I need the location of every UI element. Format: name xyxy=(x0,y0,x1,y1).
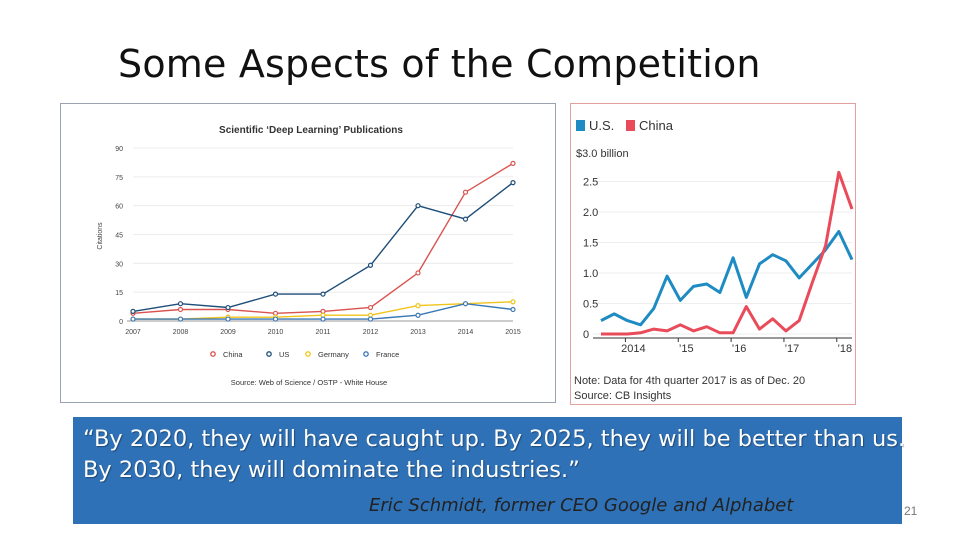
data-point-us xyxy=(225,304,231,311)
funding-y-tick: 1.0 xyxy=(583,268,598,280)
publications-x-tick: 2014 xyxy=(458,329,474,336)
publications-chart: Scientific ‘Deep Learning’ Publications … xyxy=(97,125,521,387)
page-number: 21 xyxy=(904,504,918,518)
data-point-germany xyxy=(510,299,516,305)
data-point-us xyxy=(272,291,279,297)
legend-label-us: U.S. xyxy=(589,118,614,133)
quote-attribution: Eric Schmidt, former CEO Google and Alph… xyxy=(369,495,794,516)
series-line-china xyxy=(601,170,854,336)
funding-y-tick: 2.5 xyxy=(583,177,598,189)
legend-marker-france xyxy=(363,351,369,357)
data-point-china xyxy=(510,160,516,166)
legend-marker-germany xyxy=(305,351,311,357)
data-point-france xyxy=(415,312,421,318)
funding-x-tick: ’18 xyxy=(837,343,852,355)
funding-y-tick: 0.5 xyxy=(583,299,598,311)
data-point-us xyxy=(415,203,421,209)
data-point-france xyxy=(130,316,136,322)
publications-y-tick: 45 xyxy=(115,233,123,240)
data-point-germany xyxy=(415,303,421,309)
data-point-france xyxy=(367,316,374,322)
legend-label-china: China xyxy=(223,350,243,359)
legend-swatch-us xyxy=(576,120,585,131)
data-point-china xyxy=(177,306,184,313)
publications-y-tick: 90 xyxy=(115,146,123,153)
publications-x-tick: 2007 xyxy=(125,329,141,336)
data-point-china xyxy=(462,189,469,195)
publications-y-axis-label: Citations xyxy=(97,222,104,250)
funding-y-tick: 1.5 xyxy=(583,238,598,250)
legend-label-france: France xyxy=(376,350,399,359)
funding-unit-label: $3.0 billion xyxy=(576,148,629,160)
funding-x-tick: 2014 xyxy=(621,343,645,355)
legend-label-germany: Germany xyxy=(318,350,349,359)
data-point-france xyxy=(225,316,231,322)
funding-note: Note: Data for 4th quarter 2017 is as of… xyxy=(574,375,805,387)
quote-box: “By 2020, they will have caught up. By 2… xyxy=(73,417,906,524)
quote-line-1: “By 2020, they will have caught up. By 2… xyxy=(83,426,906,452)
publications-chart-title: Scientific ‘Deep Learning’ Publications xyxy=(219,125,403,136)
funding-y-tick: 0 xyxy=(583,329,589,341)
publications-x-tick: 2009 xyxy=(220,329,236,336)
data-point-france xyxy=(272,316,279,322)
data-point-france xyxy=(320,316,326,322)
funding-chart-panel: U.S. China $3.0 billion 2.5 2.0 1.5 1.0 0.5 0… xyxy=(570,103,856,405)
publications-x-tick: 2010 xyxy=(268,329,284,336)
data-point-france xyxy=(177,316,184,322)
legend-swatch-china xyxy=(626,120,635,131)
data-point-us xyxy=(130,308,136,314)
data-point-us xyxy=(320,291,326,297)
data-point-us xyxy=(177,301,184,307)
publications-x-tick: 2015 xyxy=(505,329,521,336)
series-line-u-s xyxy=(600,230,854,327)
legend-label-us: US xyxy=(279,350,289,359)
publications-chart-panel: Scientific ‘Deep Learning’ Publications … xyxy=(60,103,556,403)
funding-chart: U.S. China $3.0 billion 2.5 2.0 1.5 1.0 0.5 0… xyxy=(574,118,854,402)
data-point-us xyxy=(462,216,469,222)
funding-y-tick: 2.0 xyxy=(583,207,598,219)
publications-source: Source: Web of Science / OSTP - White Ho… xyxy=(231,378,387,387)
publications-y-tick: 15 xyxy=(115,290,123,297)
legend-marker-us xyxy=(266,351,272,357)
publications-y-tick: 75 xyxy=(115,175,123,182)
legend-marker-china xyxy=(210,351,216,357)
publications-x-tick: 2008 xyxy=(173,329,189,336)
publications-y-tick: 30 xyxy=(115,261,123,268)
funding-x-tick: ’15 xyxy=(679,343,694,355)
funding-x-tick: ’17 xyxy=(785,343,800,355)
publications-x-tick: 2012 xyxy=(363,329,379,336)
slide-title: Some Aspects of the Competition xyxy=(118,42,761,86)
legend-label-china: China xyxy=(639,118,674,133)
quote-line-2: By 2030, they will dominate the industri… xyxy=(83,457,580,483)
data-point-china xyxy=(367,304,374,311)
data-point-us xyxy=(367,262,374,268)
data-point-france xyxy=(510,306,516,313)
publications-y-tick: 60 xyxy=(115,204,123,211)
quote-text: “By 2020, they will have caught up. By 2… xyxy=(83,424,906,486)
series-line-china xyxy=(132,162,514,315)
data-point-us xyxy=(510,179,516,186)
publications-x-tick: 2011 xyxy=(315,329,330,336)
funding-x-tick: ’16 xyxy=(732,343,747,355)
publications-x-tick: 2013 xyxy=(410,329,426,336)
data-point-china xyxy=(415,270,421,276)
funding-source: Source: CB Insights xyxy=(574,390,672,402)
data-point-france xyxy=(462,301,469,307)
publications-y-tick: 0 xyxy=(119,319,123,326)
